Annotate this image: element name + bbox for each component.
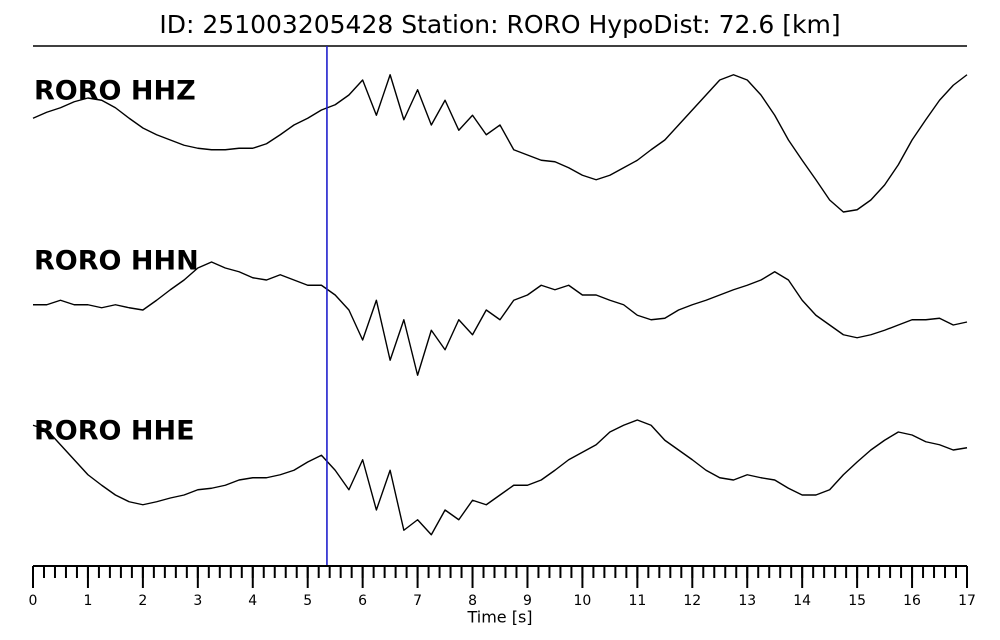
x-tick-label: 6 [358, 593, 367, 609]
x-tick-label: 10 [573, 593, 591, 609]
x-tick-label: 8 [468, 593, 477, 609]
x-tick-label: 15 [848, 593, 866, 609]
chart-title: ID: 251003205428 Station: RORO HypoDist:… [159, 10, 840, 39]
x-tick-label: 12 [683, 593, 701, 609]
x-tick-label: 5 [303, 593, 312, 609]
x-tick-label: 11 [628, 593, 646, 609]
trace [32, 419, 968, 536]
trace-label: RORO HHN [34, 246, 199, 277]
x-tick-label: 13 [738, 593, 756, 609]
x-tick-label: 1 [83, 593, 92, 609]
x-tick-label: 0 [29, 593, 38, 609]
trace [33, 261, 968, 376]
x-tick-label: 17 [958, 593, 976, 609]
x-axis-label: Time [s] [466, 608, 532, 627]
x-tick-label: 7 [413, 593, 422, 609]
trace-label: RORO HHE [34, 416, 195, 447]
x-tick-label: 14 [793, 593, 811, 609]
trace-label: RORO HHZ [34, 76, 196, 107]
x-tick-label: 16 [903, 593, 921, 609]
trace [32, 74, 968, 213]
x-tick-label: 9 [523, 593, 532, 609]
x-tick-label: 4 [248, 593, 257, 609]
x-tick-label: 3 [193, 593, 202, 609]
x-tick-label: 2 [138, 593, 147, 609]
